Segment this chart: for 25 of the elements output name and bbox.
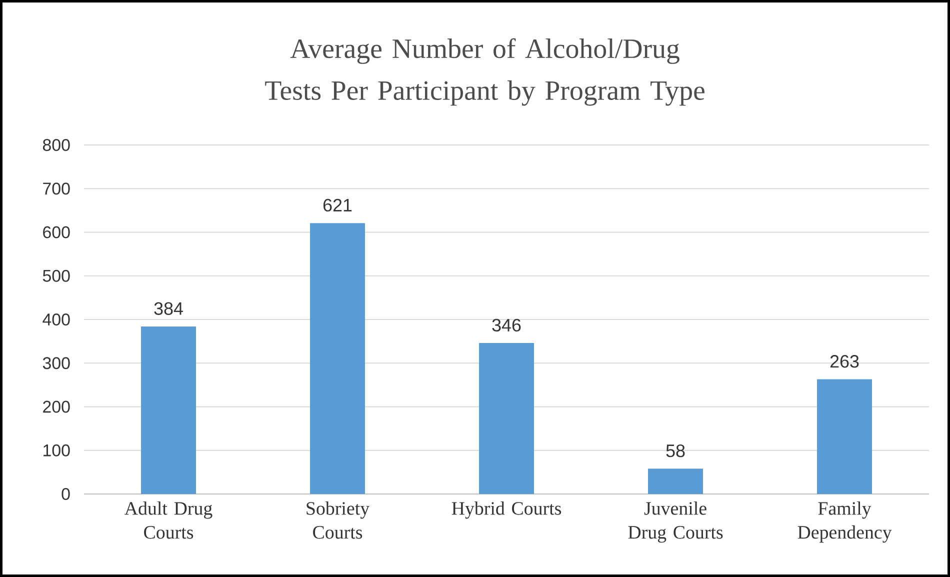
y-tick-label: 400 [42, 313, 70, 326]
bar [817, 379, 872, 494]
bar [310, 223, 366, 494]
data-label: 384 [154, 302, 183, 315]
y-tick-label: 500 [42, 270, 70, 282]
x-tick-label: Hybrid Courts [452, 502, 562, 519]
y-tick-label: 800 [42, 138, 70, 151]
data-label: 263 [830, 355, 859, 368]
y-tick-label: 200 [43, 400, 70, 413]
y-tick-label: 700 [43, 182, 70, 195]
data-label: 621 [323, 198, 352, 212]
bar [141, 326, 196, 494]
x-tick-label: Sobriety Courts [306, 502, 370, 539]
x-tick-label: Adult Drug Courts [124, 502, 212, 539]
chart-title: Average Number of Alcohol/Drug Tests Per Participant by Program Type [265, 38, 704, 106]
x-tick-label: Family Dependency [798, 502, 892, 543]
y-tick-label: 600 [43, 226, 70, 238]
y-tick-label: 100 [44, 444, 70, 456]
data-label: 346 [492, 318, 521, 332]
y-tick-label: 300 [42, 357, 70, 370]
y-tick-label: 0 [62, 488, 70, 500]
bar [479, 343, 534, 494]
bar [648, 468, 704, 494]
data-label: 58 [666, 444, 685, 458]
x-tick-label: Juvenile Drug Courts [628, 502, 723, 543]
